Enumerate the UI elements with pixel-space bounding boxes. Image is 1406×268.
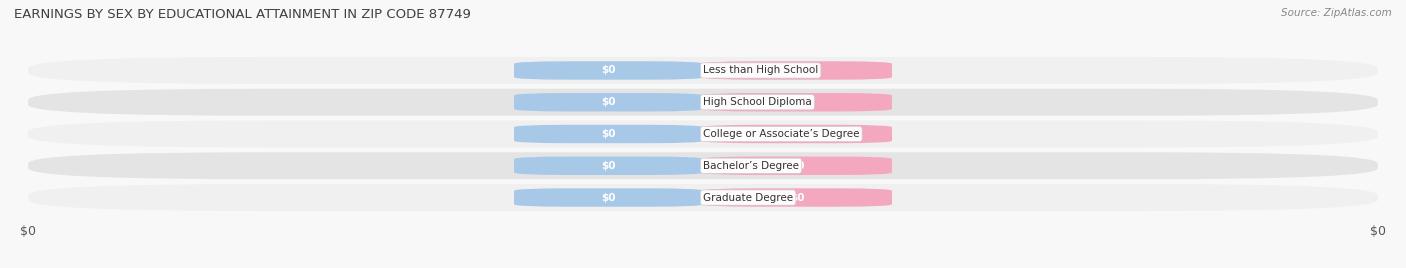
Text: $0: $0 xyxy=(790,129,804,139)
FancyBboxPatch shape xyxy=(515,125,703,143)
FancyBboxPatch shape xyxy=(703,125,891,143)
Text: EARNINGS BY SEX BY EDUCATIONAL ATTAINMENT IN ZIP CODE 87749: EARNINGS BY SEX BY EDUCATIONAL ATTAINMEN… xyxy=(14,8,471,21)
Text: $0: $0 xyxy=(790,65,804,76)
Text: $0: $0 xyxy=(790,97,804,107)
FancyBboxPatch shape xyxy=(515,93,703,111)
Text: $0: $0 xyxy=(790,192,804,203)
FancyBboxPatch shape xyxy=(28,121,1378,147)
Text: $0: $0 xyxy=(790,161,804,171)
Text: $0: $0 xyxy=(602,129,616,139)
Text: Bachelor’s Degree: Bachelor’s Degree xyxy=(703,161,799,171)
FancyBboxPatch shape xyxy=(515,61,703,80)
FancyBboxPatch shape xyxy=(28,57,1378,84)
Text: $0: $0 xyxy=(602,97,616,107)
FancyBboxPatch shape xyxy=(703,93,891,111)
Text: High School Diploma: High School Diploma xyxy=(703,97,811,107)
Text: $0: $0 xyxy=(602,161,616,171)
Text: $0: $0 xyxy=(602,192,616,203)
Text: $0: $0 xyxy=(602,65,616,76)
FancyBboxPatch shape xyxy=(515,188,703,207)
Text: Source: ZipAtlas.com: Source: ZipAtlas.com xyxy=(1281,8,1392,18)
FancyBboxPatch shape xyxy=(28,89,1378,116)
FancyBboxPatch shape xyxy=(28,184,1378,211)
FancyBboxPatch shape xyxy=(703,188,891,207)
FancyBboxPatch shape xyxy=(28,152,1378,179)
Text: Less than High School: Less than High School xyxy=(703,65,818,76)
FancyBboxPatch shape xyxy=(515,157,703,175)
FancyBboxPatch shape xyxy=(703,61,891,80)
Text: Graduate Degree: Graduate Degree xyxy=(703,192,793,203)
Text: College or Associate’s Degree: College or Associate’s Degree xyxy=(703,129,859,139)
FancyBboxPatch shape xyxy=(703,157,891,175)
